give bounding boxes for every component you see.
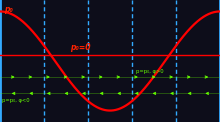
Text: p₀=0: p₀=0 [70,43,91,52]
Text: p=p₀, φ>0: p=p₀, φ>0 [136,69,164,74]
Text: p₀: p₀ [4,5,13,14]
Text: p=p₀, φ<0: p=p₀, φ<0 [2,98,30,103]
